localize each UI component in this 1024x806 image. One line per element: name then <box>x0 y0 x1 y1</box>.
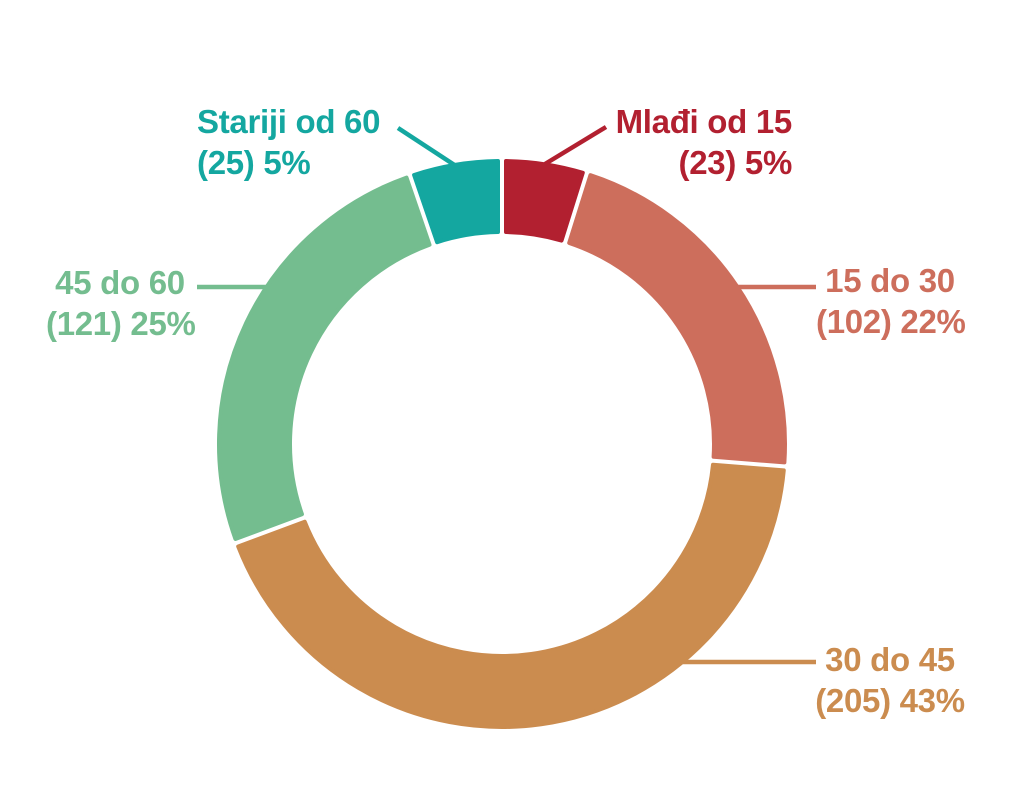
callout-title: 15 do 30 <box>825 262 955 299</box>
donut-segment <box>236 462 786 729</box>
callout-title: 45 do 60 <box>55 264 185 301</box>
callout-value: (23) 5% <box>678 144 793 181</box>
callout-value: (102) 22% <box>816 303 966 340</box>
callout-stariji-od-60: Stariji od 60 (25) 5% <box>197 101 380 183</box>
donut-segment <box>216 175 432 541</box>
donut-segment <box>504 159 585 243</box>
donut-segment <box>412 159 500 245</box>
callout-value: (25) 5% <box>197 144 311 181</box>
callout-value: (205) 43% <box>815 682 965 719</box>
callout-mladi-od-15: Mlađi od 15 (23) 5% <box>552 101 793 183</box>
callout-title: Stariji od 60 <box>197 103 381 140</box>
leader-line <box>543 125 608 166</box>
callout-value: (121) 25% <box>46 305 196 342</box>
callout-30-do-45: 30 do 45 (205) 43% <box>814 639 966 721</box>
callout-title: Mlađi od 15 <box>615 103 793 140</box>
callout-title: 30 do 45 <box>825 641 955 678</box>
leader-line <box>396 126 458 168</box>
callout-45-do-60: 45 do 60 (121) 25% <box>46 262 196 344</box>
donut-segment <box>567 173 787 465</box>
callout-15-do-30: 15 do 30 (102) 22% <box>816 260 966 342</box>
